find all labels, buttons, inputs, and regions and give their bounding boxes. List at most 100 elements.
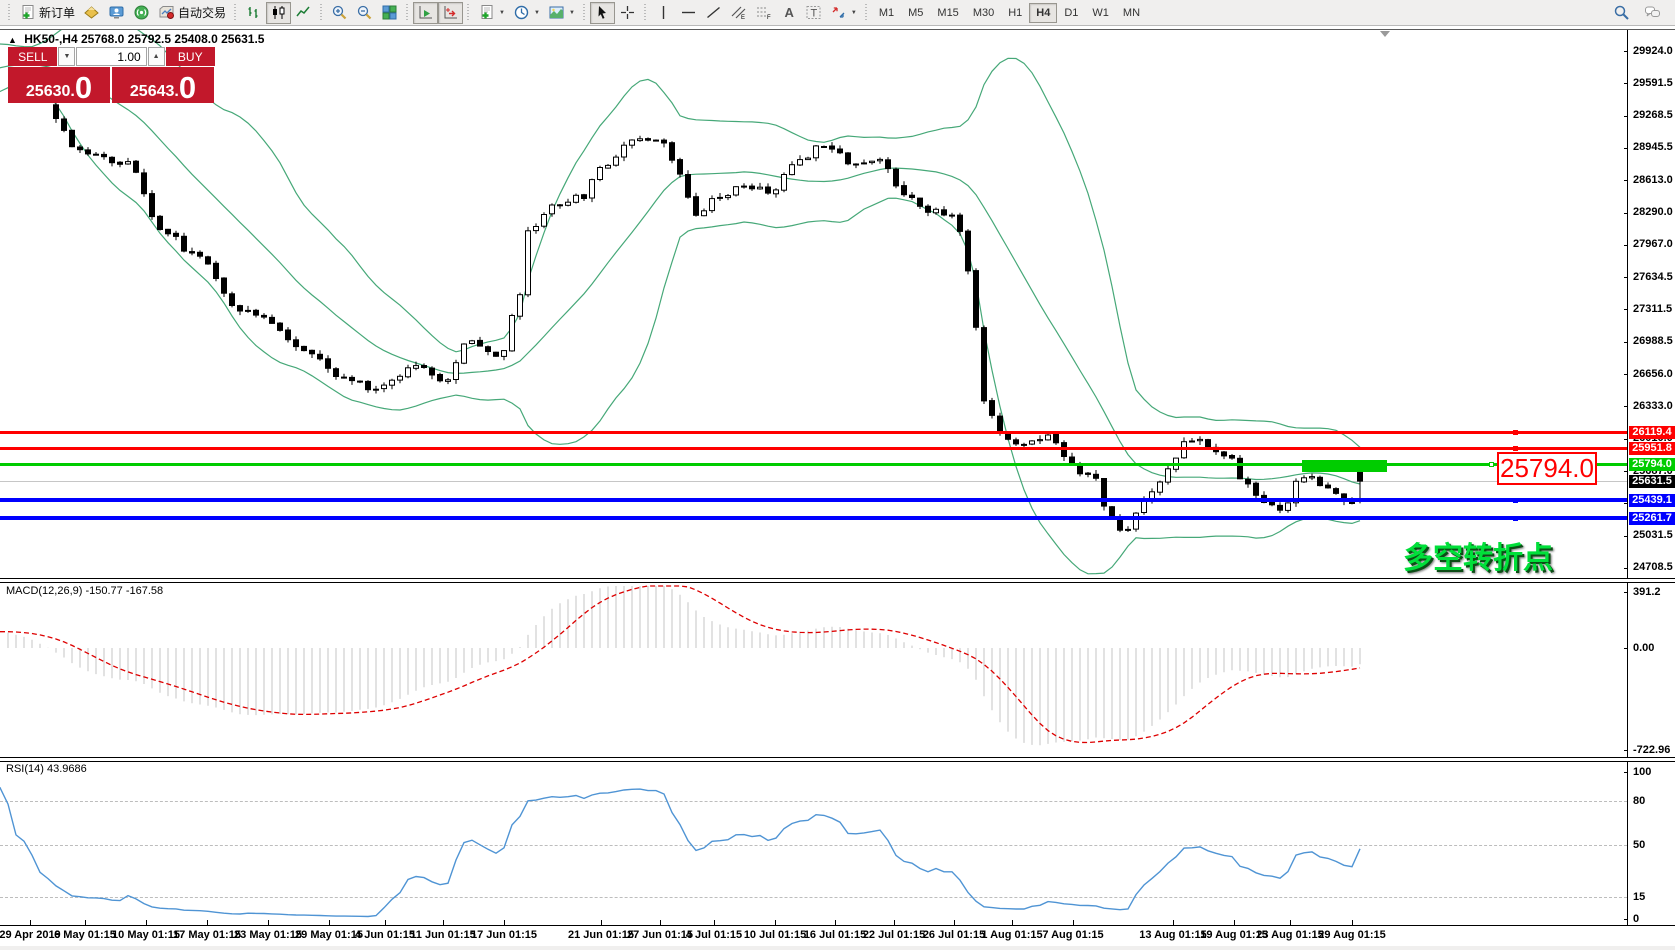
text-button[interactable]: A [776, 2, 801, 24]
toolbar-grip [581, 3, 587, 22]
support-line-2-handle[interactable] [1513, 515, 1518, 521]
timeframe-M1[interactable]: M1 [878, 6, 895, 19]
tile-windows-button[interactable] [377, 2, 402, 24]
current-price-badge: 25631.5 [1629, 474, 1675, 488]
macd-pane-separator[interactable] [0, 578, 1675, 583]
time-axis-tick [30, 920, 31, 926]
rsi-level-line [0, 845, 1627, 846]
rsi-scale-label: 100 [1633, 765, 1652, 778]
time-axis-tick [835, 920, 836, 926]
pivot-line-handle[interactable] [1489, 462, 1494, 468]
price-axis-tick [1624, 406, 1628, 408]
periods-dropdown[interactable]: ▼ [509, 2, 544, 24]
zoom-in-button[interactable] [327, 2, 352, 24]
fibonacci-button[interactable]: F [751, 2, 776, 24]
price-axis-label: 28613.0 [1633, 173, 1673, 186]
new-order-button[interactable]: 新订单 [15, 2, 79, 24]
rsi-scale-label-tick [1624, 772, 1628, 773]
indicators-dropdown[interactable]: ▼ [474, 2, 509, 24]
arrows-dropdown[interactable]: ▼ [826, 2, 861, 24]
auto-scroll-button[interactable] [413, 1, 439, 24]
hosting-button[interactable] [104, 2, 129, 24]
svg-text:A: A [784, 5, 794, 20]
zoom-out-icon [356, 4, 373, 21]
autotrading-icon [158, 4, 175, 21]
line-chart-button[interactable] [291, 2, 316, 24]
zoom-out-button[interactable] [352, 2, 377, 24]
volume-increase-button[interactable]: ▲ [147, 47, 165, 66]
buy-price-display[interactable]: 25643. 0 [112, 67, 214, 103]
horizontal-line-button[interactable] [676, 2, 701, 24]
resistance-line-2-handle[interactable] [1513, 446, 1518, 452]
time-axis-tick [775, 920, 776, 926]
toolbar-grip [466, 3, 472, 22]
timeframe-H1[interactable]: H1 [1008, 6, 1023, 19]
timeframe-H4[interactable]: H4 [1029, 2, 1058, 23]
price-axis-tick [1624, 471, 1628, 473]
price-axis-tick [1624, 180, 1628, 182]
time-axis-tick [146, 920, 147, 926]
signals-button[interactable] [129, 2, 154, 24]
rsi-scale-label: 50 [1633, 838, 1646, 851]
turning-point-annotation[interactable]: 多空转折点 [1403, 542, 1553, 575]
timeframe-D1[interactable]: D1 [1064, 6, 1079, 19]
market-watch-button[interactable] [79, 2, 104, 24]
price-callout-box[interactable]: 25794.0 [1497, 452, 1597, 485]
doc-plus-icon [19, 4, 36, 21]
buy-button[interactable]: BUY [165, 47, 215, 66]
chat-button[interactable] [1640, 2, 1665, 24]
support-line-2[interactable] [0, 516, 1627, 521]
time-axis-tick [85, 920, 86, 926]
collapse-icon[interactable]: ▲ [8, 35, 17, 45]
macd-scale-label: 0.00 [1633, 641, 1655, 654]
crosshair-icon [619, 4, 636, 21]
autotrading-button[interactable]: 自动交易 [154, 2, 230, 24]
crosshair-button[interactable] [615, 2, 640, 24]
candlestick-button[interactable] [266, 1, 292, 24]
rsi-pane-separator[interactable] [0, 757, 1675, 762]
price-line-badge: 26119.4 [1629, 425, 1675, 439]
zoom-in-icon [331, 4, 348, 21]
rsi-label: RSI(14) 43.9686 [6, 763, 87, 775]
timeframe-M30[interactable]: M30 [972, 6, 995, 19]
templates-dropdown[interactable]: ▼ [544, 2, 579, 24]
sell-price-display[interactable]: 25630. 0 [8, 67, 110, 103]
timeframe-MN[interactable]: MN [1122, 6, 1141, 19]
support-line-1[interactable] [0, 498, 1627, 503]
timeframe-M15[interactable]: M15 [937, 6, 959, 19]
pivot-line[interactable] [0, 463, 1627, 467]
time-axis-tick [894, 920, 895, 926]
green-rectangle-object[interactable] [1302, 460, 1387, 472]
timeframe-W1[interactable]: W1 [1092, 6, 1109, 19]
macd-scale-label-tick [1624, 750, 1628, 751]
dropdown-caret-icon: ▼ [533, 9, 540, 16]
candles [53, 100, 1363, 533]
fibo-icon: F [755, 4, 772, 21]
chart-shift-button[interactable] [438, 1, 464, 24]
sell-button[interactable]: SELL [8, 47, 58, 66]
text-label-button[interactable]: T [801, 2, 826, 24]
timeframe-M5[interactable]: M5 [908, 6, 924, 19]
bar-chart-button[interactable] [241, 2, 266, 24]
volume-input[interactable]: 1.00 [76, 47, 147, 66]
trendline-button[interactable] [701, 2, 726, 24]
vertical-line-button[interactable] [651, 2, 676, 24]
time-axis-line [0, 925, 1675, 926]
time-axis-label: 7 Aug 01:15 [1042, 929, 1104, 941]
support-line-1-handle[interactable] [1513, 497, 1518, 503]
price-axis-label: 29268.5 [1633, 109, 1673, 122]
resistance-line-1-handle[interactable] [1513, 429, 1518, 435]
chart-shift-marker[interactable] [1380, 31, 1390, 37]
toolbar-grip [7, 3, 12, 22]
cursor-button[interactable] [589, 1, 615, 24]
search-button[interactable] [1609, 2, 1634, 24]
resistance-line-2[interactable] [0, 447, 1627, 451]
volume-decrease-button[interactable]: ▼ [58, 47, 76, 66]
signals-icon [133, 4, 150, 21]
time-axis-tick [329, 920, 330, 926]
resistance-line-1[interactable] [0, 430, 1627, 434]
channel-button[interactable]: E [726, 2, 751, 24]
one-click-trade-panel: SELL ▼ 1.00 ▲ BUY 25630. 0 25643. 0 [8, 47, 215, 103]
toolbar-grip [233, 3, 239, 22]
rsi-scale-label-tick [1624, 919, 1628, 920]
